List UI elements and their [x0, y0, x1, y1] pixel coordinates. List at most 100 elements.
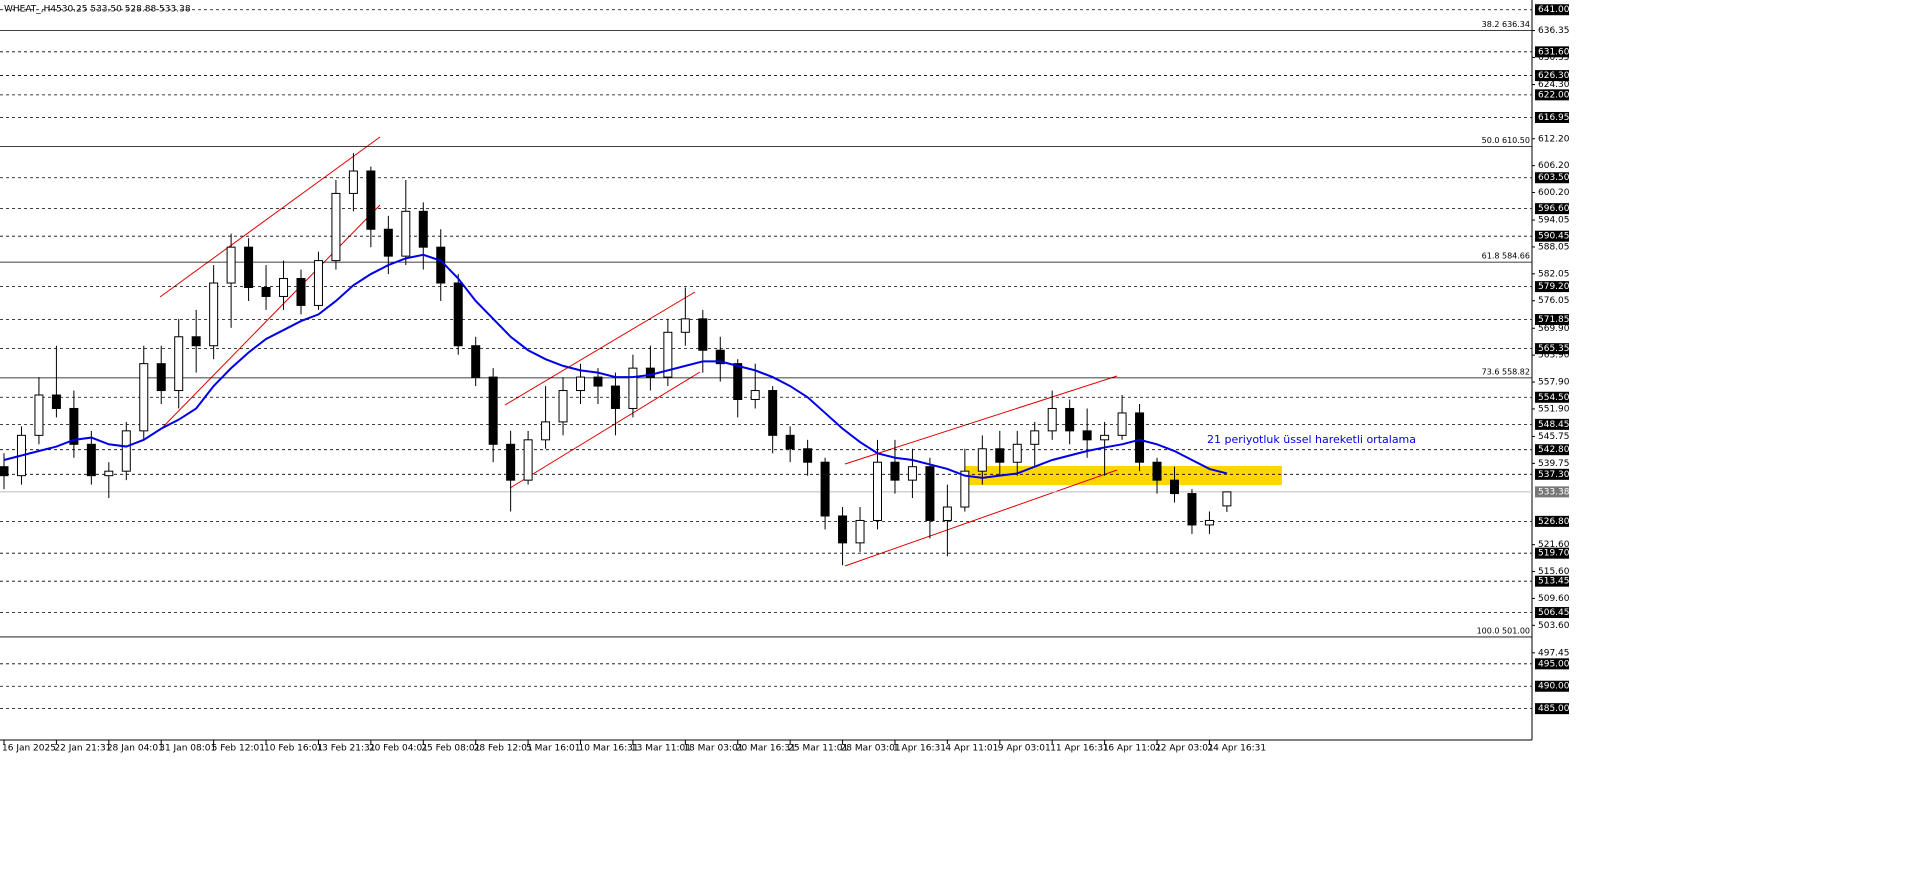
candle-body — [838, 515, 848, 544]
candle-body — [174, 336, 184, 392]
candle-body — [785, 434, 795, 450]
candle-body — [593, 376, 603, 387]
level-box — [1535, 203, 1569, 215]
level-box — [1535, 281, 1569, 293]
level-box — [1535, 314, 1569, 326]
y-tick-label: 594.05 — [1538, 216, 1570, 226]
level-box — [1535, 46, 1569, 58]
candle-body — [279, 278, 289, 297]
candle-body — [750, 390, 760, 401]
channel-line — [159, 204, 381, 431]
x-tick-label: 31 Jan 08:01 — [159, 744, 216, 754]
candle-body — [960, 470, 970, 508]
x-tick-label: 10 Mar 16:31 — [579, 744, 639, 754]
y-tick-label: 588.05 — [1538, 242, 1570, 252]
level-label: 626.30 — [1538, 71, 1570, 81]
x-tick-label: 13 Feb 21:31 — [316, 744, 375, 754]
candle-body — [1047, 407, 1057, 432]
zone-highlight — [965, 466, 1282, 485]
candle-body — [715, 349, 725, 365]
candle-body — [942, 506, 952, 521]
candle-body — [1100, 434, 1110, 441]
y-tick-label: 600.20 — [1538, 188, 1570, 198]
y-tick-label: 539.75 — [1538, 459, 1570, 469]
level-box — [1535, 703, 1569, 715]
level-box — [1535, 391, 1569, 403]
level-label: 495.00 — [1538, 659, 1570, 669]
candle-body — [191, 336, 201, 347]
candle-body — [244, 246, 254, 288]
y-tick-label: 545.75 — [1538, 432, 1570, 442]
candle-body — [1082, 430, 1092, 441]
candle-body — [1117, 412, 1127, 436]
candle-body — [488, 376, 498, 445]
level-box — [1535, 230, 1569, 242]
current-price-box — [1535, 486, 1569, 498]
x-tick-label: 20 Mar 16:31 — [736, 744, 796, 754]
candle-body — [558, 390, 568, 423]
candle-body — [261, 286, 271, 297]
candle-body — [156, 363, 166, 392]
candle-body — [663, 331, 673, 378]
y-tick-label: 569.90 — [1538, 324, 1570, 334]
level-box — [1535, 547, 1569, 559]
candle-body — [733, 363, 743, 401]
candle-body — [855, 519, 865, 544]
level-box — [1535, 468, 1569, 480]
channel-line — [844, 469, 1118, 567]
candle-body — [995, 448, 1005, 463]
x-tick-label: 16 Jan 2025 — [2, 744, 56, 754]
level-label: 485.00 — [1538, 704, 1570, 714]
x-tick-label: 10 Feb 16:01 — [264, 744, 323, 754]
x-tick-label: 25 Mar 11:01 — [788, 744, 848, 754]
y-tick-label: 503.60 — [1538, 621, 1570, 631]
level-box — [1535, 515, 1569, 527]
candle-body — [820, 461, 830, 517]
candle-body — [51, 394, 61, 409]
level-label: 513.45 — [1538, 577, 1570, 587]
y-tick-label: 606.20 — [1538, 161, 1570, 171]
level-label: 565.35 — [1538, 344, 1570, 354]
candle-body — [104, 470, 114, 477]
level-box — [1535, 575, 1569, 587]
level-box — [1535, 444, 1569, 456]
y-tick-label: 582.05 — [1538, 269, 1570, 279]
x-tick-label: 28 Jan 04:01 — [107, 744, 164, 754]
candle-body — [296, 278, 306, 306]
candle-body — [1012, 443, 1022, 463]
candle-body — [139, 363, 149, 432]
level-label: 631.60 — [1538, 47, 1570, 57]
candle-body — [121, 430, 131, 472]
level-box — [1535, 418, 1569, 430]
candle-body — [226, 246, 236, 284]
level-label: 554.50 — [1538, 393, 1570, 403]
level-label: 590.45 — [1538, 232, 1570, 242]
candle-body — [541, 421, 551, 441]
candle-body — [453, 282, 463, 347]
candle-body — [907, 466, 917, 481]
level-label: 519.70 — [1538, 549, 1570, 559]
x-tick-label: 24 Apr 16:31 — [1207, 744, 1266, 754]
x-tick-label: 5 Feb 12:01 — [212, 744, 265, 754]
fib-label: 100.0 501.00 — [1477, 626, 1530, 635]
y-tick-label: 557.90 — [1538, 378, 1570, 388]
level-label: 542.80 — [1538, 445, 1570, 455]
ema-line — [3, 253, 1228, 479]
y-tick-label: 509.60 — [1538, 594, 1570, 604]
level-label: 579.20 — [1538, 282, 1570, 292]
x-tick-label: 4 Apr 11:01 — [945, 744, 998, 754]
fib-label: 73.6 558.82 — [1482, 367, 1530, 376]
y-tick-label: 576.05 — [1538, 296, 1570, 306]
y-tick-label: 551.90 — [1538, 404, 1570, 414]
level-label: 596.60 — [1538, 204, 1570, 214]
candle-body — [1135, 412, 1145, 463]
level-box — [1535, 70, 1569, 82]
level-label: 603.50 — [1538, 173, 1570, 183]
candle-body — [698, 318, 708, 351]
x-tick-label: 22 Jan 21:31 — [54, 744, 111, 754]
candle-body — [523, 439, 533, 481]
candles — [0, 153, 1232, 566]
fib-label: 50.0 610.50 — [1482, 136, 1530, 145]
candle-body — [1152, 461, 1162, 481]
